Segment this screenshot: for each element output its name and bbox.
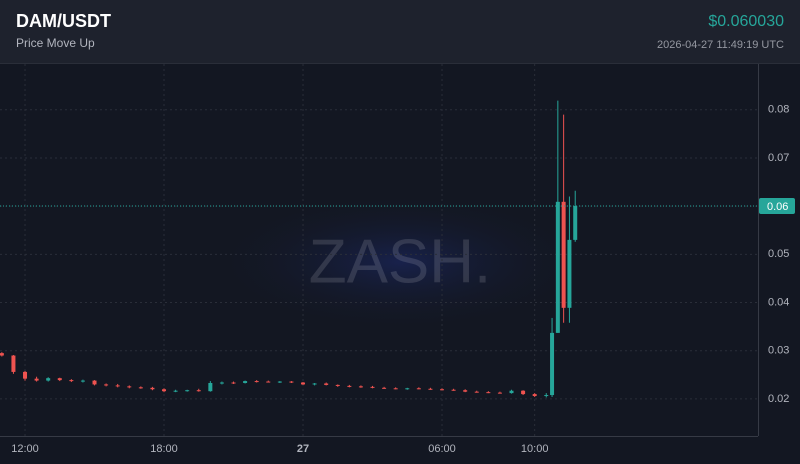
candle-body — [277, 381, 282, 383]
candle-body — [162, 389, 167, 392]
current-price: $0.060030 — [708, 13, 784, 30]
candle-body — [57, 378, 62, 381]
candle-body — [46, 378, 51, 381]
candle-body — [451, 389, 456, 391]
x-tick-label: 18:00 — [150, 443, 178, 455]
x-tick-label: 27 — [297, 443, 309, 455]
last-price-tag — [759, 198, 795, 215]
candle-body — [173, 390, 178, 392]
candle-body — [196, 390, 201, 392]
candle-body — [509, 390, 514, 394]
y-tick-label: 0.04 — [768, 296, 789, 308]
candle-body — [254, 381, 259, 383]
y-tick-label: 0.08 — [768, 104, 789, 116]
candle-body — [69, 380, 74, 382]
candle-body — [0, 353, 4, 356]
candle-body — [23, 371, 28, 379]
candle-body — [521, 390, 526, 395]
candle-body — [497, 392, 502, 394]
candle-body — [115, 385, 120, 387]
candle-body — [11, 355, 16, 372]
candle-body — [486, 392, 491, 394]
x-tick-label: 10:00 — [521, 443, 549, 455]
candle-body — [312, 383, 317, 385]
candle-body — [382, 387, 387, 389]
candle-body — [301, 382, 306, 385]
candle-body — [544, 395, 549, 397]
last-price-label: 0.06 — [767, 201, 788, 213]
candle-body — [428, 388, 433, 390]
candle-body — [150, 387, 155, 390]
timestamp: 2026-04-27 11:49:19 UTC — [657, 39, 784, 51]
candle-body — [474, 391, 479, 393]
candle-body — [440, 389, 445, 391]
candle-body — [561, 201, 566, 308]
candle-body — [573, 206, 578, 240]
candle-body — [532, 394, 537, 397]
y-tick-label: 0.05 — [768, 248, 789, 260]
watermark: ZASH. — [309, 227, 492, 296]
candle-body — [138, 387, 143, 389]
y-tick-label: 0.03 — [768, 345, 789, 357]
candle-body — [104, 384, 109, 386]
candle-body — [555, 201, 560, 333]
header — [0, 0, 800, 63]
overlay: 0.02 0.03 0.04 0.05 0.06 0.07 0.08 12:00 18:00 27… — [0, 104, 795, 455]
candle-body — [80, 380, 85, 382]
watermark-glow — [210, 192, 590, 332]
candle-body — [567, 239, 572, 308]
candle-body — [34, 378, 39, 381]
candle-body — [416, 388, 421, 390]
candle-body — [550, 332, 555, 396]
y-tick-label: 0.07 — [768, 152, 789, 164]
candle-body — [266, 381, 271, 383]
candle-body — [231, 382, 236, 384]
y-tick-label: 0.02 — [768, 393, 789, 405]
candle-body — [185, 390, 190, 392]
x-tick-label: 12:00 — [11, 443, 39, 455]
candle-body — [393, 388, 398, 390]
subtitle: Price Move Up — [16, 36, 95, 50]
candle-body — [219, 382, 224, 384]
candle-body — [289, 381, 294, 383]
x-tick-label: 06:00 — [428, 443, 456, 455]
candle-body — [208, 382, 213, 392]
candle-body — [243, 381, 248, 383]
candle-body — [92, 380, 97, 385]
candle-body — [324, 383, 329, 385]
candle-body — [463, 390, 468, 392]
grid — [0, 64, 758, 436]
symbol-title: DAM/USDT — [16, 11, 111, 31]
candle-body — [335, 384, 340, 386]
candle-body — [358, 386, 363, 388]
candle-body — [127, 386, 132, 388]
candle-body — [405, 388, 410, 390]
candle-body — [370, 386, 375, 388]
candles — [0, 100, 578, 398]
candle-body — [347, 385, 352, 387]
